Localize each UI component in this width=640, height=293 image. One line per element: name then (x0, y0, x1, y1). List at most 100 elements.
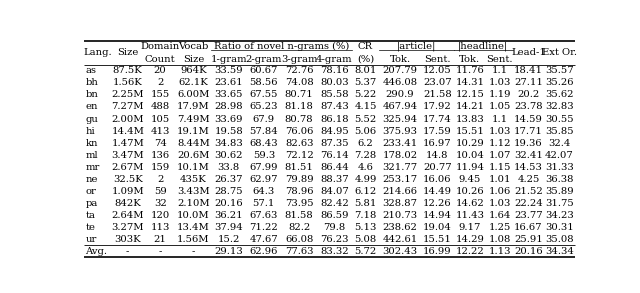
Text: 321.77: 321.77 (383, 163, 418, 172)
Text: 87.5K: 87.5K (113, 67, 143, 75)
Text: 33.59: 33.59 (214, 67, 243, 75)
Text: 33.8: 33.8 (218, 163, 240, 172)
Text: 28.75: 28.75 (214, 187, 243, 196)
Text: 59.3: 59.3 (253, 151, 275, 160)
Text: Lead-1: Lead-1 (511, 48, 546, 57)
Text: 178.02: 178.02 (383, 151, 418, 160)
Text: 4.99: 4.99 (355, 175, 377, 184)
Text: 2.10M: 2.10M (177, 199, 210, 208)
Text: 27.11: 27.11 (514, 79, 543, 87)
Text: 36.38: 36.38 (545, 175, 573, 184)
Text: 467.94: 467.94 (383, 103, 418, 111)
Text: 84.07: 84.07 (320, 187, 349, 196)
Text: 32.4: 32.4 (548, 139, 571, 148)
Text: 1.47M: 1.47M (111, 139, 144, 148)
Text: 12.05: 12.05 (423, 67, 452, 75)
Text: 33.65: 33.65 (214, 91, 243, 99)
Text: 29.13: 29.13 (214, 247, 243, 256)
Text: 82.42: 82.42 (320, 199, 349, 208)
Text: pa: pa (86, 199, 98, 208)
Text: 64.3: 64.3 (253, 187, 275, 196)
Text: 37.94: 37.94 (214, 223, 243, 232)
Text: 3.27M: 3.27M (111, 223, 144, 232)
Text: Ext Or.: Ext Or. (542, 48, 577, 57)
Text: 842K: 842K (115, 199, 141, 208)
Text: 303K: 303K (115, 235, 141, 244)
Text: 14.53: 14.53 (514, 163, 543, 172)
Text: gu: gu (86, 115, 99, 124)
Text: Size: Size (117, 48, 138, 57)
Text: 12.22: 12.22 (456, 247, 484, 256)
Text: 32.83: 32.83 (545, 103, 574, 111)
Text: 290.9: 290.9 (386, 91, 414, 99)
Text: 17.59: 17.59 (423, 127, 452, 136)
Text: -: - (126, 247, 129, 256)
Text: 81.58: 81.58 (285, 211, 314, 220)
Text: 32: 32 (154, 199, 166, 208)
Text: 488: 488 (150, 103, 170, 111)
Text: 74: 74 (154, 139, 166, 148)
Text: 11.76: 11.76 (456, 67, 484, 75)
Text: Count: Count (145, 55, 175, 64)
Text: 1.05: 1.05 (488, 103, 511, 111)
Text: 375.93: 375.93 (383, 127, 417, 136)
Text: 9.17: 9.17 (459, 223, 481, 232)
Text: 86.44: 86.44 (320, 163, 349, 172)
Text: 16.06: 16.06 (423, 175, 452, 184)
Text: 10.04: 10.04 (456, 151, 484, 160)
Text: 10.29: 10.29 (456, 139, 484, 148)
Text: ne: ne (86, 175, 98, 184)
Text: 20: 20 (154, 67, 166, 75)
Text: 20.16: 20.16 (514, 247, 543, 256)
Text: 19.04: 19.04 (423, 223, 452, 232)
Text: 2.00M: 2.00M (111, 115, 144, 124)
Text: 2-gram: 2-gram (246, 55, 282, 64)
Text: 113: 113 (150, 223, 170, 232)
Text: 30.31: 30.31 (545, 223, 574, 232)
Text: 32.41: 32.41 (514, 151, 543, 160)
Text: 25.91: 25.91 (514, 235, 543, 244)
Text: 59: 59 (154, 187, 166, 196)
Text: 83.32: 83.32 (320, 247, 349, 256)
Text: 26.37: 26.37 (214, 175, 243, 184)
Text: 1.1: 1.1 (492, 67, 508, 75)
Text: Avg.: Avg. (86, 247, 108, 256)
Text: 72.76: 72.76 (285, 67, 314, 75)
Text: 6.00M: 6.00M (177, 91, 209, 99)
Text: 1.56M: 1.56M (177, 235, 209, 244)
Text: 16.99: 16.99 (423, 247, 452, 256)
Text: 302.43: 302.43 (383, 247, 418, 256)
Text: 84.95: 84.95 (320, 127, 349, 136)
Text: 12.15: 12.15 (456, 91, 484, 99)
Text: ta: ta (86, 211, 95, 220)
Text: 1.08: 1.08 (488, 235, 511, 244)
Text: CR: CR (358, 42, 373, 51)
Text: 14.4M: 14.4M (111, 127, 144, 136)
Text: 159: 159 (150, 163, 170, 172)
Text: 85.58: 85.58 (320, 91, 349, 99)
Text: 6.2: 6.2 (358, 139, 373, 148)
Text: 1.03: 1.03 (488, 199, 511, 208)
Text: 34.83: 34.83 (214, 139, 243, 148)
Text: 31.75: 31.75 (545, 199, 574, 208)
Text: 18.41: 18.41 (514, 67, 543, 75)
Text: 17.92: 17.92 (423, 103, 452, 111)
Text: 86.18: 86.18 (320, 115, 349, 124)
Text: 413: 413 (150, 127, 170, 136)
Text: 1.12: 1.12 (488, 139, 511, 148)
Text: 7.18: 7.18 (355, 211, 377, 220)
Text: 10.0M: 10.0M (177, 211, 210, 220)
Text: 11.43: 11.43 (456, 211, 484, 220)
Text: 58.56: 58.56 (250, 79, 278, 87)
Text: 4.25: 4.25 (517, 175, 540, 184)
Text: 15.2: 15.2 (218, 235, 240, 244)
Text: (%): (%) (357, 55, 374, 64)
Text: kn: kn (86, 139, 98, 148)
Text: 21.52: 21.52 (514, 187, 543, 196)
Text: te: te (86, 223, 95, 232)
Text: 33.69: 33.69 (214, 115, 243, 124)
Text: |article|: |article| (397, 42, 436, 51)
Text: 80.71: 80.71 (285, 91, 314, 99)
Text: 1.06: 1.06 (488, 187, 511, 196)
Text: Size: Size (182, 55, 204, 64)
